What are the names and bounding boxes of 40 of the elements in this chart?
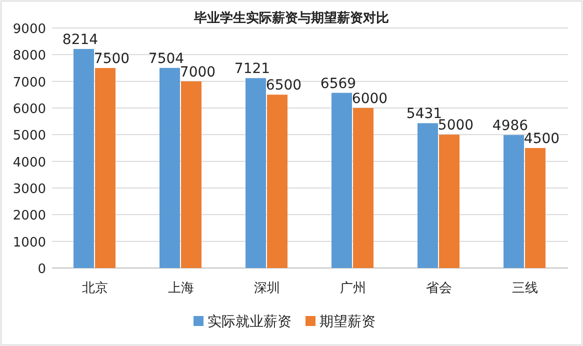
y-tick-label: 4000	[12, 155, 46, 170]
y-tick-label: 9000	[12, 22, 46, 37]
bar	[95, 68, 116, 268]
bar	[353, 108, 374, 268]
y-tick-label: 7000	[12, 75, 46, 90]
bar	[74, 48, 94, 268]
data-label: 7121	[234, 61, 270, 78]
bar	[418, 123, 438, 268]
data-label: 5000	[438, 118, 474, 134]
data-label: 6000	[352, 91, 388, 107]
bar	[181, 81, 202, 268]
data-label: 7504	[148, 50, 184, 67]
bar	[525, 148, 546, 268]
bar	[160, 68, 180, 268]
bar	[267, 94, 288, 268]
legend-label: 期望薪资	[320, 314, 376, 330]
bar	[439, 134, 460, 268]
data-label: 6569	[320, 76, 356, 92]
bar	[332, 92, 352, 268]
bar	[504, 135, 524, 268]
chart-title: 毕业学生实际薪资与期望薪资对比	[193, 10, 389, 26]
y-tick-label: 1000	[12, 235, 46, 250]
x-tick-label: 北京	[82, 281, 108, 296]
x-tick-label: 深圳	[254, 281, 280, 296]
data-label: 8214	[62, 32, 98, 48]
x-tick-label: 上海	[168, 281, 194, 296]
y-tick-label: 0	[38, 262, 46, 277]
data-label: 6500	[266, 78, 302, 94]
y-tick-label: 6000	[12, 102, 46, 117]
x-tick-label: 三线	[512, 281, 538, 296]
bar	[246, 78, 266, 268]
data-label: 7500	[94, 51, 130, 67]
y-tick-label: 2000	[12, 208, 46, 224]
x-tick-label: 广州	[340, 281, 366, 296]
y-tick-label: 3000	[12, 182, 46, 197]
x-tick-label: 省会	[426, 281, 452, 296]
legend-label: 实际就业薪资	[208, 314, 292, 330]
y-tick-label: 8000	[12, 48, 46, 64]
data-label: 7000	[180, 64, 216, 80]
y-tick-label: 5000	[12, 128, 46, 144]
